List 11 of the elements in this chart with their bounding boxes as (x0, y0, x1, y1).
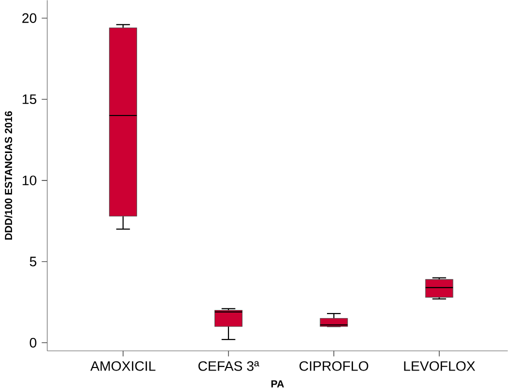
x-tick-label: LEVOFLOX (404, 361, 476, 371)
x-tick-label: CIPROFLO (300, 361, 368, 371)
y-axis-title: DDD/100 ESTANCIAS 2016 (4, 111, 12, 240)
x-axis-title: PA (271, 380, 284, 388)
y-tick-label: 0 (30, 338, 36, 348)
y-tick-label: 15 (22, 94, 36, 104)
x-tick-label: AMOXICIL (90, 361, 156, 371)
y-tick-label: 5 (30, 256, 36, 266)
x-tick-label: CEFAS 3ª (198, 361, 260, 371)
y-tick-label: 20 (22, 13, 36, 23)
y-tick-label: 10 (22, 176, 36, 186)
